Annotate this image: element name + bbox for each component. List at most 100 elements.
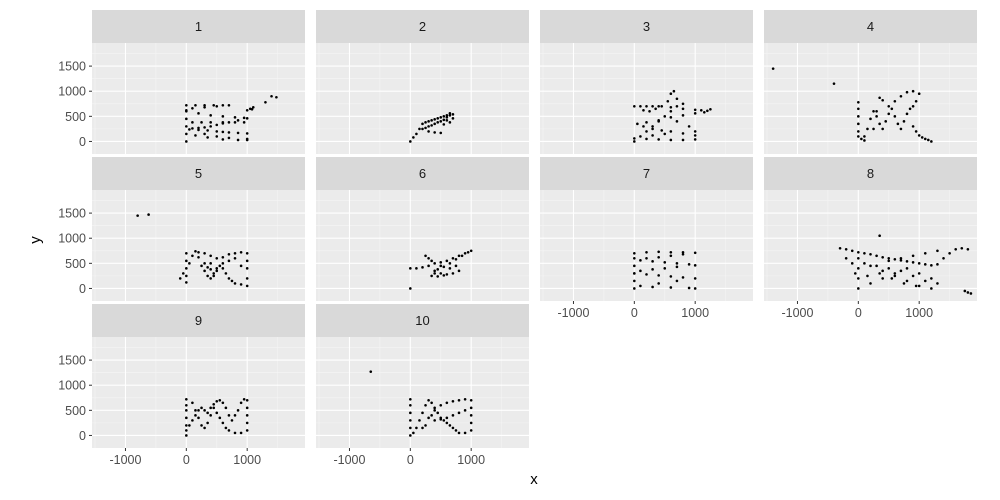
data-point (227, 103, 231, 107)
data-point (439, 418, 443, 421)
y-tick-label: 1500 (58, 354, 86, 368)
data-point (857, 115, 860, 118)
facet-plot-area (92, 43, 305, 154)
data-point (224, 406, 228, 410)
data-point (875, 264, 878, 268)
data-point (409, 140, 412, 143)
data-point (245, 406, 249, 410)
data-point (663, 267, 667, 270)
data-point (923, 137, 927, 141)
data-point (209, 268, 212, 271)
data-point (218, 264, 222, 268)
data-point (857, 122, 860, 126)
facet-strip (764, 157, 977, 190)
y-tick-label: 500 (65, 110, 86, 124)
data-point (194, 414, 197, 417)
data-point (203, 126, 206, 129)
data-point (206, 266, 209, 269)
data-point (439, 120, 443, 123)
data-point (633, 257, 636, 260)
data-point (194, 409, 197, 412)
y-tick-label: 0 (79, 429, 86, 443)
data-point (639, 284, 642, 288)
data-point (233, 116, 237, 119)
data-point (185, 125, 188, 128)
data-point (917, 284, 921, 288)
data-point (203, 426, 206, 430)
data-point (699, 109, 703, 112)
data-point (275, 95, 278, 99)
data-point (191, 121, 194, 124)
data-point (663, 115, 667, 118)
data-point (242, 116, 246, 120)
data-point (215, 104, 219, 108)
data-point (233, 121, 237, 124)
data-point (236, 409, 240, 412)
data-point (209, 114, 212, 117)
data-point (215, 257, 219, 260)
facet-strip (316, 304, 529, 337)
data-point (203, 269, 206, 273)
data-point (663, 132, 667, 136)
data-point (881, 277, 884, 280)
data-point (445, 259, 449, 263)
data-point (418, 127, 421, 131)
data-point (369, 370, 373, 373)
data-point (669, 116, 673, 119)
data-point (454, 264, 458, 268)
data-point (218, 416, 222, 420)
data-point (936, 249, 939, 253)
data-point (227, 136, 231, 140)
data-point (239, 250, 243, 254)
data-point (857, 277, 860, 280)
data-point (969, 292, 973, 295)
data-point (245, 109, 249, 112)
y-tick-label: 1500 (58, 207, 86, 221)
data-point (209, 254, 212, 258)
data-point (221, 256, 225, 259)
data-point (875, 115, 878, 118)
data-point (457, 431, 461, 435)
data-point (203, 251, 206, 255)
data-point (442, 115, 446, 118)
data-point (185, 424, 188, 427)
data-point (469, 421, 473, 425)
data-point (421, 122, 424, 126)
data-point (832, 82, 836, 85)
data-point (669, 254, 673, 258)
data-point (657, 250, 660, 254)
data-point (136, 214, 139, 217)
data-point (270, 94, 273, 98)
data-point (645, 121, 648, 124)
data-point (427, 130, 430, 133)
data-point (209, 262, 212, 265)
data-point (706, 109, 709, 113)
data-point (221, 267, 225, 270)
data-point (236, 138, 240, 142)
data-point (227, 131, 231, 134)
data-point (930, 264, 933, 267)
data-point (185, 274, 188, 278)
data-point (427, 257, 430, 260)
facet-plot-area (764, 190, 977, 301)
data-point (209, 121, 212, 124)
data-point (185, 429, 188, 432)
data-point (899, 257, 903, 260)
data-point (451, 257, 455, 260)
data-point (433, 272, 436, 275)
data-point (869, 264, 872, 268)
facet-strip-label: 4 (867, 19, 874, 34)
data-point (424, 254, 427, 258)
facet-strip (540, 157, 753, 190)
facet-strip (316, 10, 529, 43)
data-point (639, 135, 642, 138)
data-point (197, 256, 200, 259)
data-point (645, 137, 648, 141)
data-point (633, 251, 636, 255)
data-point (911, 254, 915, 258)
data-point (860, 137, 863, 141)
data-point (771, 67, 775, 70)
data-point (914, 99, 918, 103)
y-tick-label: 1000 (58, 85, 86, 99)
data-point (436, 268, 440, 271)
